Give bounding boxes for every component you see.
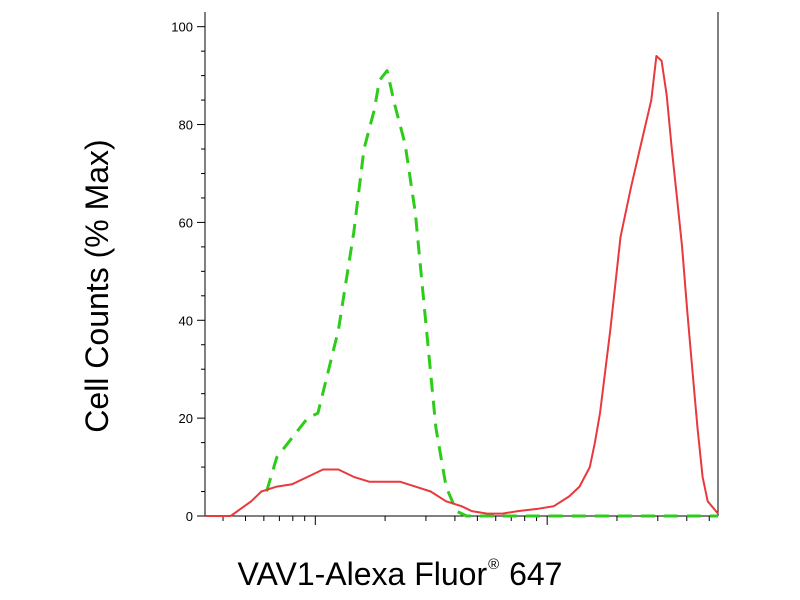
plot-frame [204, 12, 719, 517]
y-tick-label: 80 [179, 118, 193, 133]
y-tick-label: 100 [171, 20, 193, 35]
series-red-solid-line [205, 55, 719, 517]
x-axis-title-main: VAV1-Alexa Fluor [237, 556, 488, 592]
series-green-dashed-line [265, 69, 718, 518]
y-axis: 0 20 40 60 80 100 [171, 20, 205, 524]
x-axis [222, 516, 710, 525]
series-layer [205, 55, 719, 518]
y-tick-label: 40 [179, 313, 193, 328]
y-tick-label: 20 [179, 411, 193, 426]
y-tick-label: 60 [179, 215, 193, 230]
x-axis-title-tail: 647 [500, 556, 563, 592]
y-axis-title: Cell Counts (% Max) [79, 139, 115, 432]
x-axis-title-registered-mark: ® [488, 556, 500, 573]
y-tick-label: 0 [186, 509, 193, 524]
x-axis-title: VAV1-Alexa Fluor® 647 [0, 556, 800, 593]
